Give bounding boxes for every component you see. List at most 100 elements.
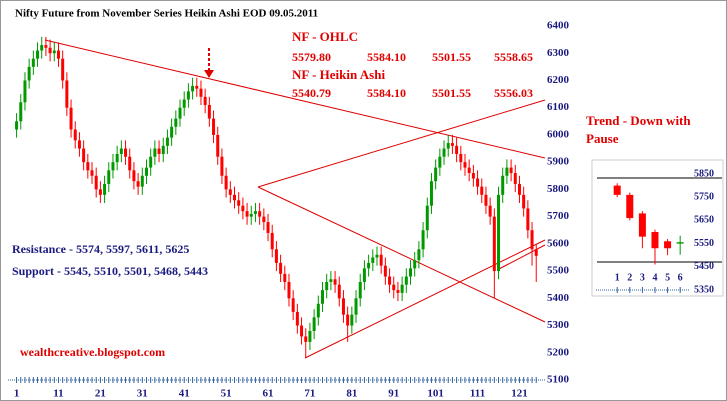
x-tick-label: 31 [137, 388, 148, 400]
candle-body [23, 80, 27, 103]
candle-body [421, 230, 425, 250]
candle-body [241, 205, 245, 212]
candle-body [44, 45, 48, 48]
candle-body [613, 185, 621, 195]
candle-body [191, 85, 195, 92]
candle-body [455, 145, 459, 154]
candle-body [484, 194, 488, 206]
candle-body [312, 317, 316, 331]
x-tick-label: 6 [678, 272, 683, 283]
y-tick-label: 6200 [547, 74, 570, 86]
candle-body [488, 205, 492, 217]
candle-body [291, 298, 295, 312]
candle-body [174, 118, 178, 127]
candle-body [367, 262, 371, 269]
candle-body [501, 175, 505, 195]
chart-title: Nifty Future from November Series Heikin… [15, 8, 318, 20]
x-tick-label: 111 [470, 388, 485, 400]
candle-body [149, 156, 153, 168]
ohlc-value: 5584.10 [367, 50, 406, 64]
x-tick-label: 91 [388, 388, 399, 400]
candle-body [107, 170, 111, 184]
candle-body [429, 181, 433, 206]
candle-body [153, 148, 157, 157]
candle-body [262, 216, 266, 223]
y-tick-label: 5650 [694, 215, 714, 226]
ha-label: NF - Heikin Ashi [292, 67, 385, 82]
x-tick-label: 11 [53, 388, 63, 400]
candle-body [409, 268, 413, 277]
inset-title: Trend - Down with Pause [586, 113, 691, 146]
candle-body [65, 80, 69, 108]
candle-body [207, 104, 211, 119]
candle-body [224, 175, 228, 190]
x-tick-label: 71 [304, 388, 315, 400]
candle-body [199, 88, 203, 97]
candle-body [505, 167, 509, 176]
y-tick-label: 5100 [547, 374, 570, 386]
candle-body [354, 298, 358, 315]
candle-body [450, 143, 454, 146]
candle-body [664, 241, 672, 249]
ha-value: 5584.10 [367, 86, 406, 100]
inset-frame [591, 159, 724, 297]
candle-body [132, 170, 136, 182]
candle-body [115, 153, 119, 163]
candle-body [283, 273, 287, 282]
candle-body [98, 189, 102, 195]
candle-body [111, 162, 115, 171]
candle-body [300, 325, 304, 337]
candle-body [316, 303, 320, 318]
support: Support - 5545, 5510, 5501, 5468, 5443 [12, 264, 208, 278]
resistance: Resistance - 5574, 5597, 5611, 5625 [12, 242, 189, 256]
candle-body [497, 194, 501, 272]
y-tick-label: 5600 [547, 237, 570, 249]
y-tick-label: 6100 [547, 101, 570, 113]
candle-body [178, 107, 182, 119]
candle-body [212, 118, 216, 135]
x-tick-label: 41 [179, 388, 190, 400]
candle-body [15, 121, 19, 130]
candle-body [388, 276, 392, 285]
candle-body [638, 213, 646, 237]
candle-body [186, 91, 190, 100]
candle-body [526, 208, 530, 231]
candle-body [195, 85, 199, 89]
arrow-head [204, 70, 214, 78]
candle-body [471, 173, 475, 179]
x-tick-label: 81 [346, 388, 357, 400]
candle-body [337, 284, 341, 299]
ohlc-value: 5558.65 [494, 50, 533, 64]
candle-body [48, 47, 52, 54]
candle-body [56, 50, 60, 59]
candle-body [350, 314, 354, 326]
trend-line [44, 39, 546, 159]
candle-body [287, 281, 291, 299]
x-tick-label: 2 [627, 272, 632, 283]
candle-body [442, 148, 446, 157]
candle-body [86, 162, 90, 171]
candle-body [103, 183, 107, 195]
y-tick-label: 5800 [547, 183, 570, 195]
y-tick-label: 5400 [547, 292, 570, 304]
candle-body [52, 50, 56, 54]
candle-body [480, 186, 484, 195]
candle-body [69, 107, 73, 130]
candle-body [413, 260, 417, 269]
candle-body [371, 257, 375, 263]
x-tick-label: 121 [511, 388, 528, 400]
x-tick-label: 3 [640, 272, 645, 283]
x-tick-label: 1 [615, 272, 620, 283]
x-tick-label: 5 [665, 272, 670, 283]
candle-body [509, 167, 513, 174]
candle-body [220, 156, 224, 176]
candle-body [161, 145, 165, 154]
trend-line [496, 244, 546, 271]
candle-body [295, 311, 299, 326]
candle-body [517, 183, 521, 195]
candle-body [522, 194, 526, 209]
candle-body [258, 211, 262, 217]
trend-line [257, 186, 546, 323]
candle-body [329, 279, 333, 282]
